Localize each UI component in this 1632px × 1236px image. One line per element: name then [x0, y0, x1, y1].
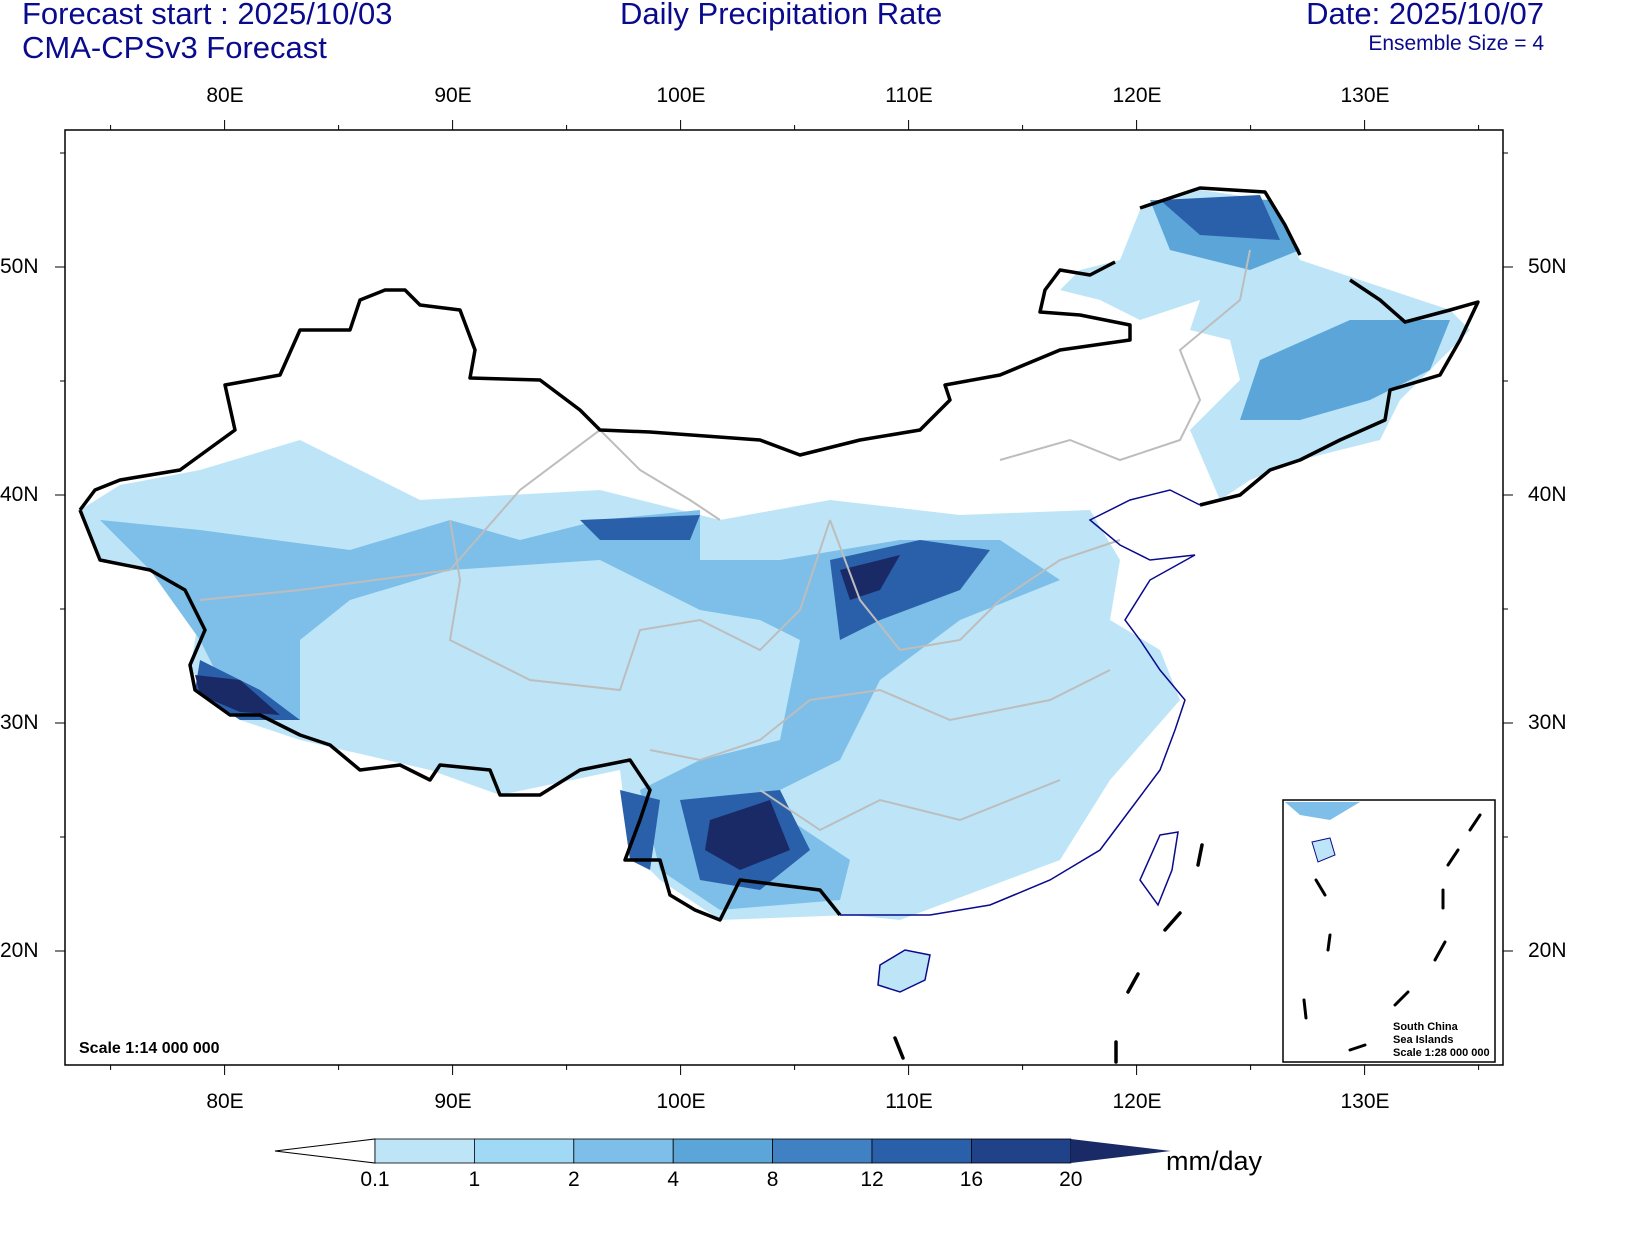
china-border [78, 186, 1480, 922]
lon-label-top: 100E [656, 84, 706, 107]
colorbar-over-triangle [1070, 1139, 1171, 1163]
lon-label-top: 80E [206, 84, 244, 107]
lat-label-right: 40N [1528, 483, 1567, 506]
colorbar-label: 0.1 [360, 1168, 390, 1191]
inset-dash-line [1302, 813, 1482, 1052]
lat-label-left: 40N [0, 483, 39, 506]
inset-frame [1282, 799, 1496, 1063]
colorbar-label: 8 [766, 1168, 779, 1191]
precip-level-1-ne [1060, 190, 1470, 500]
hainan-island [877, 949, 931, 993]
colorbar-label: 12 [860, 1168, 884, 1191]
precip-field [80, 190, 1470, 920]
lon-label-bottom: 120E [1112, 1090, 1162, 1113]
colorbar [274, 1138, 1171, 1164]
colorbar-unit: mm/day [1166, 1146, 1263, 1176]
model-name: CMA-CPSv3 Forecast [22, 30, 327, 65]
colorbar-label: 16 [959, 1168, 984, 1191]
colorbar-bin [374, 1138, 475, 1164]
colorbar-bin [473, 1138, 575, 1164]
lon-label-bottom: 110E [885, 1090, 933, 1113]
lon-label-bottom: 100E [656, 1090, 706, 1113]
lon-label-top: 110E [885, 84, 933, 107]
inset-scale: Scale 1:28 000 000 [1393, 1047, 1490, 1059]
colorbar-bin [871, 1138, 972, 1164]
colorbar-bin [772, 1138, 873, 1164]
inset-hainan [1311, 837, 1336, 863]
coastline [840, 489, 1201, 916]
precip-level-4-ne [1150, 200, 1450, 420]
colorbar-label: 1 [468, 1168, 481, 1191]
lat-label-left: 30N [0, 711, 39, 734]
lon-label-bottom: 130E [1340, 1090, 1390, 1113]
lon-label-top: 130E [1340, 84, 1390, 107]
map-title: Daily Precipitation Rate [620, 0, 943, 31]
lat-label-left: 50N [0, 255, 39, 278]
lon-label-top: 120E [1112, 84, 1162, 107]
valid-date: Date: 2025/10/07 [1306, 0, 1544, 31]
lat-label-right: 20N [1528, 939, 1567, 962]
forecast-start: Forecast start : 2025/10/03 [22, 0, 393, 31]
colorbar-bin [672, 1138, 774, 1164]
ensemble-size: Ensemble Size = 4 [1368, 32, 1544, 55]
colorbar-label: 4 [667, 1168, 680, 1191]
lat-label-right: 30N [1528, 711, 1567, 734]
lat-label-right: 50N [1528, 255, 1567, 278]
colorbar-bin [971, 1138, 1072, 1164]
inset-label-1: South China [1393, 1021, 1458, 1033]
lat-label-left: 20N [0, 939, 39, 962]
province-borders [199, 249, 1251, 832]
colorbar-under-triangle [274, 1138, 376, 1164]
map-scale: Scale 1:14 000 000 [79, 1040, 220, 1057]
taiwan-island [1139, 831, 1179, 907]
lon-label-bottom: 80E [206, 1090, 244, 1113]
colorbar-label: 2 [567, 1168, 580, 1191]
lon-label-bottom: 90E [434, 1090, 472, 1113]
lon-label-top: 90E [434, 84, 472, 107]
colorbar-label: 20 [1059, 1168, 1083, 1191]
inset-precip [1285, 802, 1360, 820]
inset-label-2: Sea Islands [1393, 1034, 1454, 1046]
colorbar-bin [573, 1138, 674, 1164]
precip-level-3 [100, 510, 1060, 910]
dash-line [893, 843, 1204, 1064]
